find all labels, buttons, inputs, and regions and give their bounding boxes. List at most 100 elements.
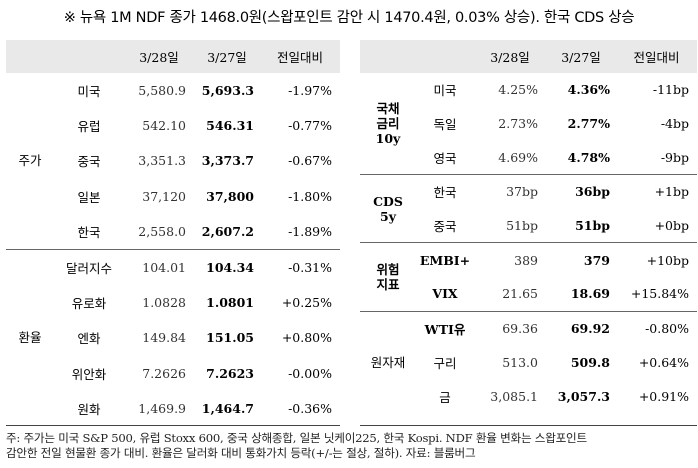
- value-3-27: 37,800: [206, 188, 254, 204]
- footnote: 주: 주가는 미국 S&P 500, 유럽 Stoxx 600, 중국 상해종합…: [6, 431, 696, 461]
- left-table-bottom-rule: [6, 425, 340, 426]
- change-value: -1.80%: [288, 188, 332, 204]
- change-value: -0.00%: [288, 365, 332, 381]
- change-value: -11bp: [652, 82, 689, 98]
- header-blank: [54, 40, 124, 73]
- change-value: +0bp: [654, 218, 689, 234]
- header-date-2: 3/27일: [194, 40, 260, 73]
- table-row: 원화 1,469.9 1,464.7 -0.36%: [6, 391, 340, 426]
- value-3-28: 5,580.9: [138, 83, 186, 99]
- group-label: 주가: [18, 153, 42, 169]
- page-title: ※ 뉴욕 1M NDF 종가 1468.0원(스왑포인트 감안 시 1470.4…: [63, 10, 635, 26]
- table-row: 한국 2,558.0 2,607.2 -1.89%: [6, 214, 340, 250]
- value-3-27: 546.31: [206, 118, 254, 134]
- row-name: 중국: [77, 154, 101, 170]
- table-row: 중국 51bp 51bp +0bp: [360, 209, 697, 243]
- value-3-28: 1.0828: [142, 295, 186, 311]
- row-name: 금: [439, 389, 451, 405]
- left-market-table: 3/28일 3/27일 전일대비 주가 미국 5,580.9 5,693.3 -1.97…: [6, 40, 340, 426]
- change-value: -9bp: [660, 149, 689, 165]
- value-3-28: 37bp: [474, 174, 546, 209]
- change-value: -1.97%: [288, 83, 332, 99]
- row-name: 유로화: [71, 296, 107, 312]
- value-3-27: 5,693.3: [201, 83, 254, 99]
- value-3-27: 7.2623: [206, 365, 254, 381]
- row-name: 달러지수: [54, 248, 124, 286]
- value-3-28: 7.2626: [142, 365, 186, 381]
- value-3-28: 2,558.0: [138, 223, 186, 239]
- value-3-27: 379: [546, 242, 616, 278]
- header-blank: [6, 40, 54, 73]
- row-name: 미국: [77, 84, 101, 100]
- value-3-27: 1.0801: [206, 295, 254, 311]
- row-name: 한국: [416, 174, 474, 209]
- change-value: -0.36%: [288, 400, 332, 416]
- value-3-28: 51bp: [506, 218, 538, 234]
- header-date-1: 3/28일: [124, 40, 194, 73]
- change-value: +0.64%: [638, 354, 689, 370]
- value-3-27: 51bp: [575, 218, 610, 234]
- value-3-27: 18.69: [570, 286, 610, 302]
- table-row: 엔화 149.84 151.05 +0.80%: [6, 320, 340, 355]
- change-value: -0.80%: [616, 310, 697, 346]
- table-row: 주가 미국 5,580.9 5,693.3 -1.97%: [6, 73, 340, 168]
- group-label: 국채 금리 10y: [375, 101, 401, 147]
- row-name: 원화: [77, 401, 101, 417]
- value-3-27: 151.05: [206, 330, 254, 346]
- change-value: +1bp: [616, 174, 697, 209]
- value-3-28: 389: [474, 242, 546, 278]
- change-value: -0.77%: [288, 118, 332, 134]
- change-value: +0.80%: [281, 330, 332, 346]
- value-3-28: 3,351.3: [138, 153, 186, 169]
- footnote-line-2: 감안한 전일 현물환 종가 대비. 환율은 달러화 대비 통화가치 등락(+/-…: [6, 445, 476, 460]
- table-row: CDS 5y 한국 37bp 36bp +1bp: [360, 174, 697, 243]
- change-value: -4bp: [660, 116, 689, 132]
- group-label: 환율: [6, 248, 54, 426]
- value-3-27: 4.36%: [567, 82, 610, 98]
- value-3-28: 37,120: [142, 188, 186, 204]
- table-row: VIX 21.65 18.69 +15.84%: [360, 277, 697, 311]
- row-name: 구리: [433, 355, 457, 371]
- table-row: 원자재 WTI유 69.36 69.92 -0.80%: [360, 310, 697, 413]
- value-3-27: 2,607.2: [201, 223, 254, 239]
- change-value: -1.89%: [288, 223, 332, 239]
- table-row: 국채 금리 10y 미국 4.25% 4.36% -11bp: [360, 73, 697, 146]
- header-blank: [416, 40, 474, 73]
- group-label: 원자재: [360, 310, 416, 413]
- value-3-28: 542.10: [142, 118, 186, 134]
- header-change: 전일대비: [616, 40, 697, 73]
- right-market-table: 3/28일 3/27일 전일대비 국채 금리 10y 미국 4.25% 4.36% -1…: [360, 40, 697, 413]
- value-3-27: 3,373.7: [201, 153, 254, 169]
- value-3-28: 3,085.1: [490, 388, 538, 404]
- value-3-28: 104.01: [124, 248, 194, 286]
- row-name: WTI유: [416, 310, 474, 346]
- table-row: 위안화 7.2626 7.2623 -0.00%: [6, 356, 340, 391]
- table-row: 영국 4.69% 4.78% -9bp: [360, 140, 697, 174]
- change-value: -0.67%: [288, 153, 332, 169]
- value-3-27: 36bp: [546, 174, 616, 209]
- header-date-2: 3/27일: [546, 40, 616, 73]
- value-3-28: 69.36: [474, 310, 546, 346]
- row-name: 위안화: [71, 366, 107, 382]
- table-row: 구리 513.0 509.8 +0.64%: [360, 346, 697, 380]
- change-value: +0.25%: [281, 295, 332, 311]
- table-row: 일본 37,120 37,800 -1.80%: [6, 179, 340, 214]
- value-3-27: 4.78%: [567, 149, 610, 165]
- change-value: +10bp: [616, 242, 697, 278]
- table-row: 위험 지표 EMBI+ 389 379 +10bp: [360, 242, 697, 312]
- header-date-1: 3/28일: [474, 40, 546, 73]
- row-name: 일본: [77, 189, 101, 205]
- change-value: +15.84%: [630, 286, 689, 302]
- value-3-28: 513.0: [502, 354, 538, 370]
- group-label: CDS 5y: [360, 174, 416, 243]
- row-name: EMBI+: [416, 242, 474, 278]
- value-3-28: 4.69%: [498, 149, 538, 165]
- row-name: 미국: [433, 83, 457, 99]
- value-3-27: 69.92: [546, 310, 616, 346]
- table-row: 유럽 542.10 546.31 -0.77%: [6, 108, 340, 143]
- header-blank: [360, 40, 416, 73]
- value-3-28: 4.25%: [498, 82, 538, 98]
- right-table-bottom-rule: [360, 425, 697, 426]
- value-3-28: 2.73%: [498, 116, 538, 132]
- table-row: 환율 달러지수 104.01 104.34 -0.31%: [6, 248, 340, 426]
